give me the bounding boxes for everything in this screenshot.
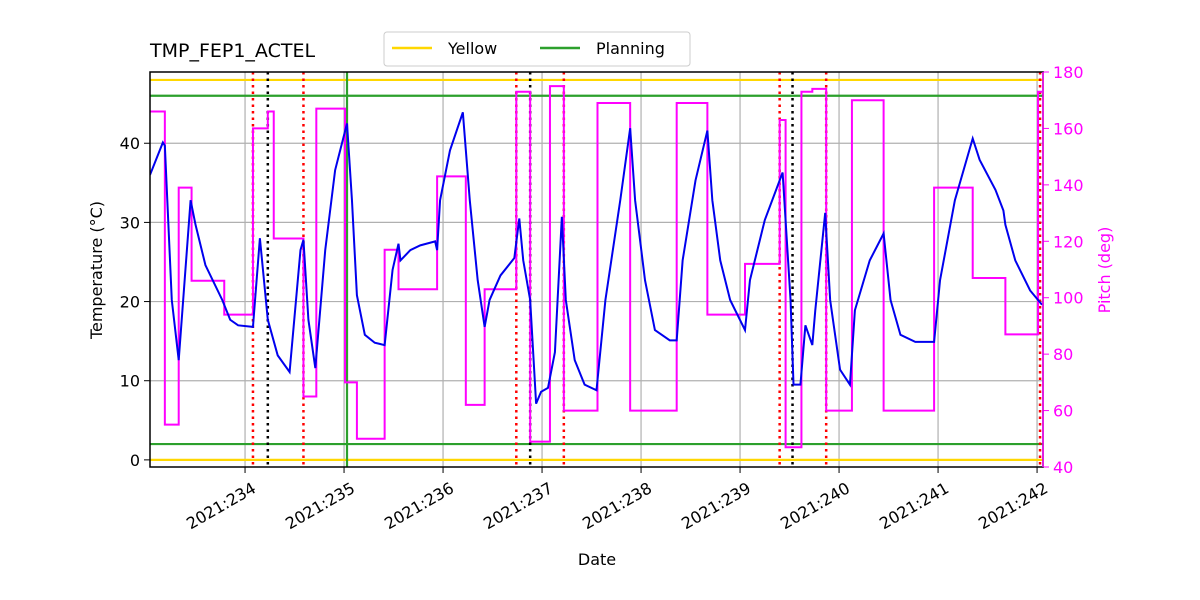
y2-tick-label: 180 bbox=[1053, 63, 1084, 82]
x-tick-label: 2021:239 bbox=[678, 478, 754, 533]
data-line bbox=[150, 85, 1043, 449]
y2-tick-label: 80 bbox=[1053, 345, 1073, 364]
plot-area bbox=[150, 72, 1043, 467]
y2-tick-label: 60 bbox=[1053, 402, 1073, 421]
x-tick-label: 2021:240 bbox=[777, 478, 853, 533]
x-tick-label: 2021:234 bbox=[183, 478, 259, 533]
y2-tick-label: 140 bbox=[1053, 176, 1084, 195]
x-tick-label: 2021:238 bbox=[579, 478, 655, 533]
y-tick-label: 30 bbox=[120, 213, 140, 232]
legend-label: Yellow bbox=[447, 39, 497, 58]
x-tick-label: 2021:242 bbox=[975, 478, 1051, 533]
y-tick-label: 40 bbox=[120, 134, 140, 153]
y-tick-label: 10 bbox=[120, 372, 140, 391]
legend-label: Planning bbox=[596, 39, 665, 58]
y2-tick-label: 120 bbox=[1053, 232, 1084, 251]
y2-tick-label: 100 bbox=[1053, 289, 1084, 308]
legend: Yellow Planning bbox=[383, 31, 691, 67]
y2-axis-label: Pitch (deg) bbox=[1095, 227, 1114, 314]
data-line bbox=[150, 112, 1043, 405]
y-tick-label: 0 bbox=[130, 451, 140, 470]
x-tick-label: 2021:237 bbox=[480, 478, 556, 533]
y-axis-label: Temperature (°C) bbox=[87, 201, 106, 340]
y2-tick-label: 160 bbox=[1053, 119, 1084, 138]
y2-tick-label: 40 bbox=[1053, 458, 1073, 477]
legend-box bbox=[383, 31, 691, 67]
x-tick-label: 2021:235 bbox=[282, 478, 358, 533]
x-tick-label: 2021:236 bbox=[381, 478, 457, 533]
x-axis-label: Date bbox=[578, 550, 616, 569]
x-tick-label: 2021:241 bbox=[876, 478, 952, 533]
chart-title: TMP_FEP1_ACTEL bbox=[149, 40, 315, 62]
y-tick-label: 20 bbox=[120, 293, 140, 312]
